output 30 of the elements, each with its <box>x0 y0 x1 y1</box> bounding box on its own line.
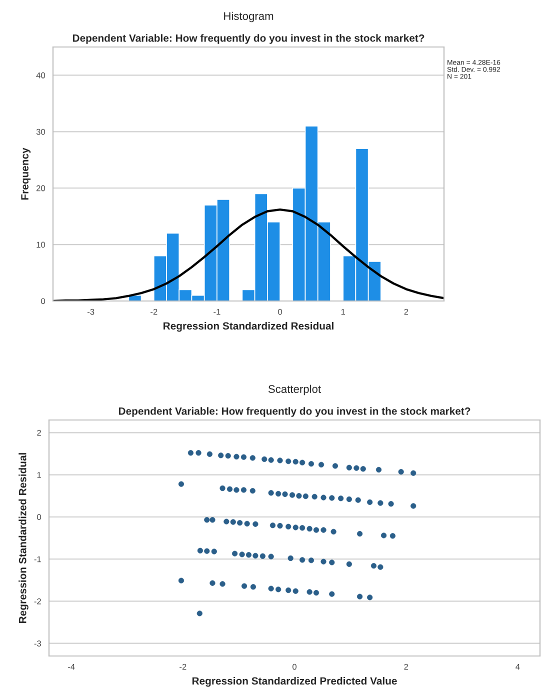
x-tick-label: 2 <box>404 308 408 315</box>
chart-title: Histogram <box>224 12 274 22</box>
chart-subtitle: Dependent Variable: How frequently do you invest in the stock market? <box>72 34 424 44</box>
chart-subtitle: Dependent Variable: How frequently do you invest in the stock market? <box>118 407 470 417</box>
y-tick-label: -3 <box>34 640 41 646</box>
x-tick-label: -1 <box>214 308 220 315</box>
x-tick-label: -2 <box>150 308 158 315</box>
x-tick-label: 2 <box>404 664 408 670</box>
y-tick-label: 40 <box>36 72 46 78</box>
x-tick-label: 0 <box>292 664 296 670</box>
y-tick-label: -2 <box>34 598 41 604</box>
chart-title: Scatterplot <box>268 384 321 396</box>
y-tick-label: 2 <box>37 430 41 436</box>
y-tick-label: 20 <box>36 185 46 192</box>
x-axis-title: Regression Standardized Predicted Value <box>192 676 397 687</box>
y-tick-label: 10 <box>36 242 46 248</box>
x-tick-label: -4 <box>68 664 75 670</box>
x-tick-label: -2 <box>180 664 186 670</box>
x-tick-label: -3 <box>88 308 94 315</box>
y-tick-label: 1 <box>37 472 41 478</box>
x-tick-label: 4 <box>516 664 520 670</box>
y-tick-label: -1 <box>34 556 41 562</box>
x-tick-label: 0 <box>278 308 282 315</box>
y-tick-label: 0 <box>37 514 42 520</box>
y-tick-label: 0 <box>41 298 46 304</box>
x-axis-title: Regression Standardized Residual <box>164 322 334 332</box>
y-axis-title: Frequency <box>21 148 31 200</box>
x-tick-label: 1 <box>341 308 346 315</box>
y-axis-title: Regression Standardized Residual <box>18 453 28 623</box>
y-tick-label: 30 <box>36 128 46 135</box>
